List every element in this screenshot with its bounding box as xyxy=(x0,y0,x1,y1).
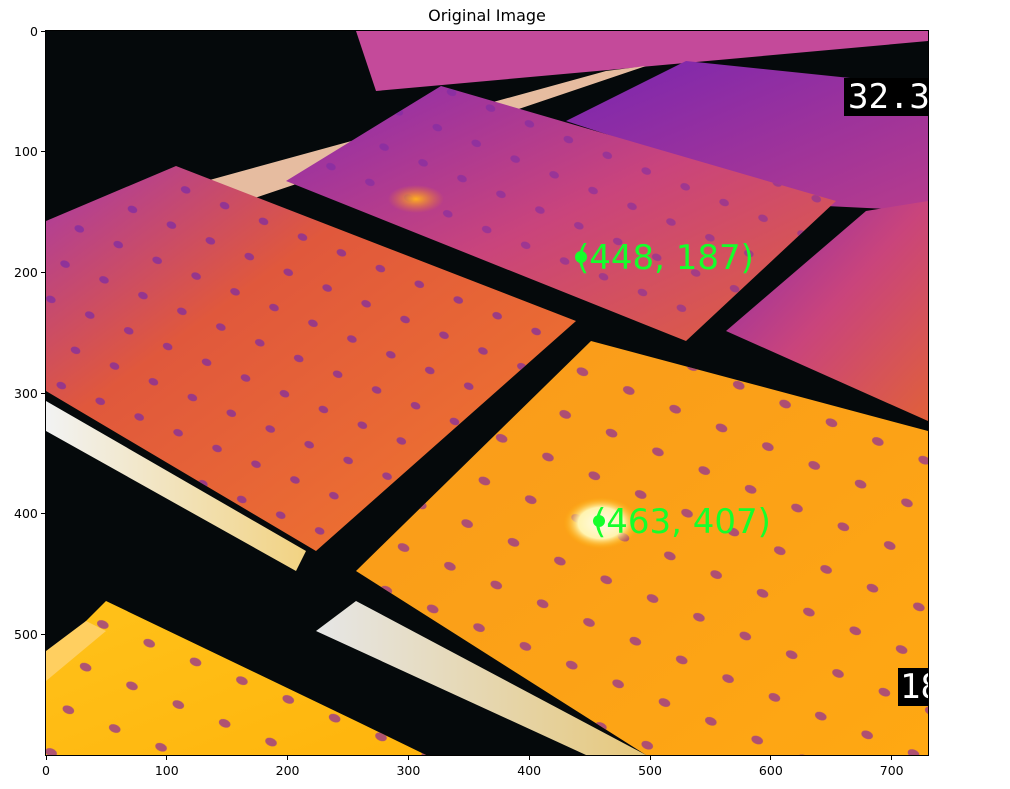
y-tick-mark xyxy=(41,633,46,635)
x-tick-label: 100 xyxy=(154,763,179,778)
y-tick-label: 200 xyxy=(14,264,38,280)
y-tick-mark xyxy=(41,30,46,32)
y-tick-mark xyxy=(41,151,46,153)
y-tick-mark xyxy=(41,392,46,394)
temperature-max-badge: 32.3 xyxy=(844,78,928,116)
thermal-image-area: 32.3 18 (448, 187) (463, 407) xyxy=(46,31,928,755)
y-tick-mark xyxy=(41,271,46,273)
x-tick-mark xyxy=(166,755,168,760)
x-tick-label: 200 xyxy=(275,763,300,778)
annotation-marker-2 xyxy=(593,515,605,527)
x-tick-mark xyxy=(45,755,47,760)
x-tick-label: 300 xyxy=(396,763,421,778)
x-tick-mark xyxy=(649,755,651,760)
x-tick-mark xyxy=(528,755,530,760)
figure-title: Original Image xyxy=(428,6,546,25)
x-tick-label: 600 xyxy=(758,763,783,778)
y-tick-label: 0 xyxy=(30,23,38,39)
x-tick-label: 700 xyxy=(879,763,904,778)
y-tick-label: 300 xyxy=(14,385,38,401)
x-tick-label: 0 xyxy=(42,763,50,778)
y-tick-label: 100 xyxy=(14,144,38,160)
y-tick-label: 400 xyxy=(14,506,38,522)
annotation-label-1: (448, 187) xyxy=(576,238,754,278)
x-tick-mark xyxy=(287,755,289,760)
thermal-image xyxy=(46,31,928,755)
x-tick-mark xyxy=(407,755,409,760)
x-tick-mark xyxy=(770,755,772,760)
y-tick-mark xyxy=(41,513,46,515)
y-tick-label: 500 xyxy=(14,626,38,642)
x-tick-label: 500 xyxy=(638,763,662,778)
temperature-min-badge: 18 xyxy=(898,668,928,706)
x-tick-mark xyxy=(891,755,893,760)
annotation-label-2: (463, 407) xyxy=(593,502,771,542)
x-tick-label: 400 xyxy=(517,763,542,778)
annotation-marker-1 xyxy=(575,251,587,263)
